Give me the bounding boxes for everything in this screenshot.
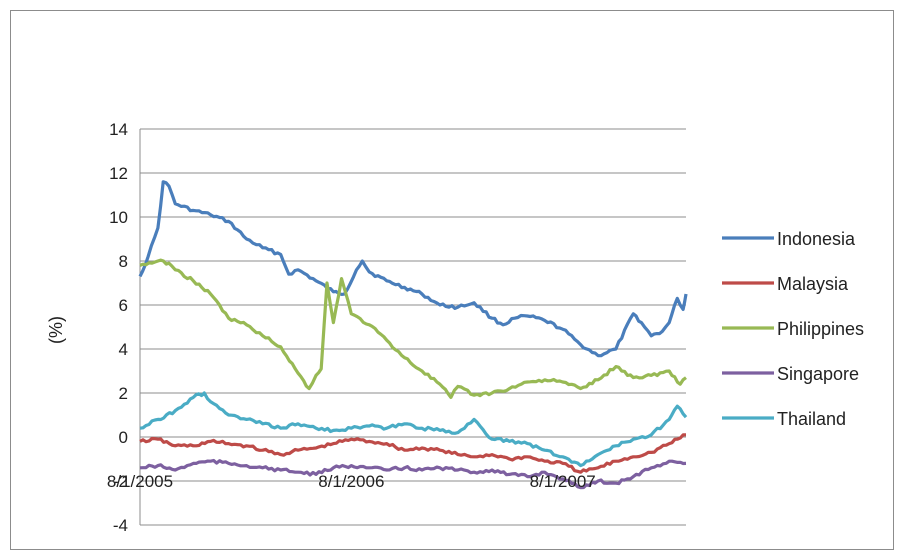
y-tick-label: 6 bbox=[119, 296, 128, 315]
y-tick-label: 10 bbox=[109, 208, 128, 227]
series-lines bbox=[138, 180, 688, 490]
x-tick-label: 8/1/2005 bbox=[107, 472, 173, 491]
x-tick-label: 8/1/2006 bbox=[318, 472, 384, 491]
y-tick-labels: 14 12 10 8 6 4 2 0 -2 -4 bbox=[109, 120, 128, 535]
legend-label-singapore: Singapore bbox=[777, 364, 859, 384]
y-tick-label: -4 bbox=[113, 516, 128, 535]
series-line-thailand bbox=[139, 391, 688, 468]
legend-label-philippines: Philippines bbox=[777, 319, 864, 339]
x-tick-label: 8/1/2007 bbox=[530, 472, 596, 491]
legend-label-indonesia: Indonesia bbox=[777, 229, 856, 249]
y-tick-label: 2 bbox=[119, 384, 128, 403]
series-line-singapore bbox=[139, 458, 687, 490]
y-axis-label: (%) bbox=[46, 316, 66, 344]
legend-label-malaysia: Malaysia bbox=[777, 274, 849, 294]
chart-frame bbox=[10, 10, 894, 550]
series-line-philippines bbox=[139, 258, 687, 399]
series-line-indonesia bbox=[138, 180, 688, 358]
y-tick-label: -2 bbox=[113, 472, 128, 491]
y-tick-label: 0 bbox=[119, 428, 128, 447]
y-tick-label: 8 bbox=[119, 252, 128, 271]
y-tick-label: 12 bbox=[109, 164, 128, 183]
series-line-malaysia bbox=[139, 433, 686, 474]
legend: Indonesia Malaysia Philippines Singapore Tha… bbox=[722, 229, 864, 429]
legend-label-thailand: Thailand bbox=[777, 409, 846, 429]
y-tick-label: 4 bbox=[119, 340, 128, 359]
gridlines bbox=[139, 128, 686, 526]
y-tick-label: 14 bbox=[109, 120, 128, 139]
x-tick-labels: 8/1/2005 8/1/2006 8/1/2007 bbox=[107, 472, 596, 491]
